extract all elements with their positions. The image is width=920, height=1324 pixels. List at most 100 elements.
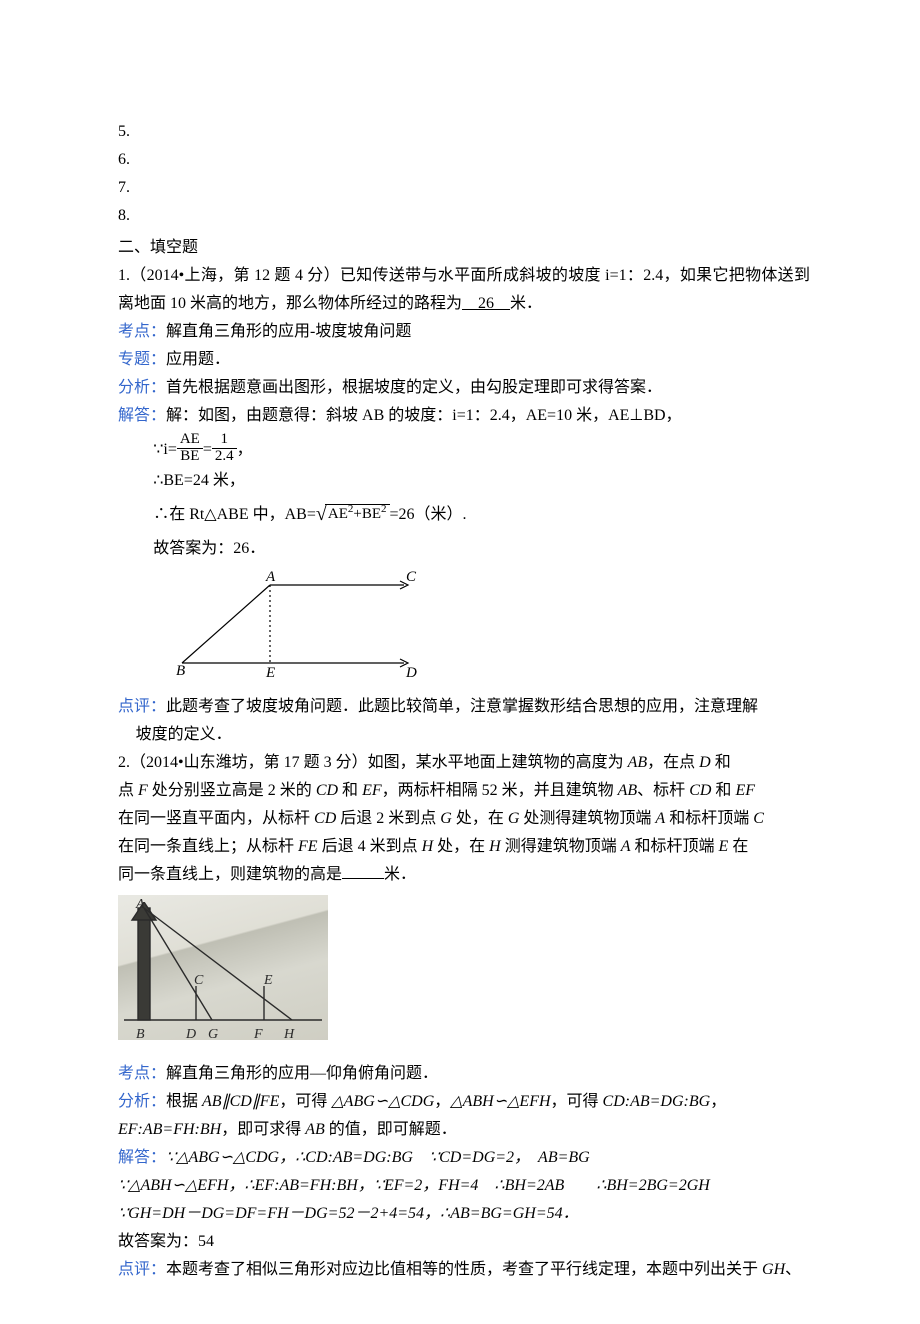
var-CD3: CD (314, 810, 336, 827)
p2-t3e: 和标杆顶端 (665, 810, 753, 827)
p2-t4b: 后退 4 米到点 (318, 838, 422, 855)
rad-b: +BE (353, 506, 381, 522)
p2-t5u: 米． (384, 866, 416, 883)
dp-gh: GH (762, 1261, 785, 1278)
p2-line5: 同一条直线上，则建筑物的高是 米． (118, 861, 810, 889)
var-FE: FE (298, 838, 318, 855)
rad-a: AE (328, 506, 348, 522)
fx2a: EF:AB=FH:BH (118, 1121, 221, 1138)
p1-zhuanti: 专题：应用题． (118, 346, 810, 374)
p1-answer: 26 (462, 295, 510, 312)
fx2ab: AB (305, 1121, 325, 1138)
var-CD2: CD (689, 782, 711, 799)
var-A2: A (621, 838, 631, 855)
frac-num: AE (177, 432, 203, 449)
p2-dianping-label: 点评： (118, 1261, 166, 1278)
p1-fenxi: 分析：首先根据题意画出图形，根据坡度的定义，由勾股定理即可求得答案． (118, 374, 810, 402)
p2-kaodian: 考点：解直角三角形的应用—仰角俯角问题． (118, 1060, 810, 1088)
var-G: G (440, 810, 452, 827)
label-B: B (176, 663, 185, 679)
p1-dianping: 点评：此题考查了坡度坡角问题．此题比较简单，注意掌握数形结合思想的应用，注意理解 (118, 693, 810, 721)
p1-dianping-2: 坡度的定义． (118, 721, 810, 749)
eq-mid: = (203, 441, 212, 458)
label-E: E (265, 665, 275, 679)
p2-image: A B C D G E F H (118, 895, 328, 1040)
fx-e2: △ABG∽△CDG (331, 1093, 434, 1110)
p2-t3c: 处，在 (452, 810, 508, 827)
lab-E: E (264, 969, 273, 994)
fx-e1: AB∥CD∥FE (202, 1093, 279, 1110)
p1-rt-line: ∴在 Rt△ABE 中，AB=√AE2+BE2=26（米）. (118, 501, 810, 529)
fx2c: 的值，即可解题． (325, 1121, 457, 1138)
p2-jieda-1: 解答：∵△ABG∽△CDG，∴CD:AB=DG:BG ∵CD=DG=2， AB=… (118, 1144, 810, 1172)
fenxi-text: 首先根据题意画出图形，根据坡度的定义，由勾股定理即可求得答案． (166, 379, 662, 396)
var-CD: CD (316, 782, 338, 799)
fx-e3: △ABH∽△EFH (450, 1093, 550, 1110)
p2-t5: 同一条直线上，则建筑物的高是 (118, 866, 342, 883)
fenxi-label: 分析： (118, 379, 166, 396)
var-E: E (719, 838, 729, 855)
var-D: D (699, 754, 711, 771)
p2-t2d: ，两标杆相隔 52 米，并且建筑物 (382, 782, 618, 799)
p2-jieda-2: ∵△ABH∽△EFH，∴EF:AB=FH:BH，∵EF=2，FH=4 ∴BH=2… (118, 1172, 810, 1200)
var-F: F (138, 782, 148, 799)
p1-statement: 1.（2014•上海，第 12 题 4 分）已知传送带与水平面所成斜坡的坡度 i… (118, 262, 810, 318)
p2-dianping: 点评：本题考查了相似三角形对应边比值相等的性质，考查了平行线定理，本题中列出关于… (118, 1256, 810, 1284)
label-C: C (406, 569, 417, 585)
p2-jieda-label: 解答： (118, 1149, 166, 1166)
lab-A: A (136, 893, 145, 918)
frac-num2: 1 (212, 432, 237, 449)
fx1b: ，可得 (279, 1093, 331, 1110)
p1-eq-i: ∵i=AEBE=12.4， (118, 434, 810, 467)
fx-e4: CD:AB=DG:BG (603, 1093, 711, 1110)
eq-prefix: ∵i= (153, 441, 177, 458)
p2-line3: 在同一竖直平面内，从标杆 CD 后退 2 米到点 G 处，在 G 处测得建筑物顶… (118, 805, 810, 833)
p2-t4a: 在同一条直线上；从标杆 (118, 838, 298, 855)
lab-D: D (186, 1023, 196, 1048)
p2-fenxi-2: EF:AB=FH:BH，即可求得 AB 的值，即可解题． (118, 1116, 810, 1144)
var-G2: G (508, 810, 520, 827)
p2-t4c: 处，在 (433, 838, 489, 855)
p2-svg (124, 902, 322, 1028)
p2-t4f: 在 (728, 838, 748, 855)
jd1: ∵△ABG∽△CDG，∴CD:AB=DG:BG ∵CD=DG=2， AB=BG (166, 1149, 590, 1166)
fx1d: ，可得 (551, 1093, 603, 1110)
p1-final: 故答案为：26． (118, 535, 810, 563)
var-AB2: AB (618, 782, 638, 799)
zhuanti-label: 专题： (118, 351, 166, 368)
fx1a: 根据 (166, 1093, 202, 1110)
p2-t2c: 和 (338, 782, 362, 799)
jd2: ∵△ABH∽△EFH，∴EF:AB=FH:BH，∵EF=2，FH=4 ∴BH=2… (118, 1177, 710, 1194)
lab-G: G (208, 1023, 218, 1048)
p1-svg: A C B E D (174, 569, 434, 679)
p2-t1b: ，在点 (647, 754, 699, 771)
rt-prefix: ∴在 Rt△ABE 中，AB= (153, 506, 316, 523)
p2-t2f: 和 (711, 782, 735, 799)
p2-kaodian-text: 解直角三角形的应用—仰角俯角问题． (166, 1065, 438, 1082)
eq-suffix: ， (237, 441, 253, 458)
label-D: D (405, 665, 417, 679)
var-C: C (753, 810, 764, 827)
kaodian-label: 考点： (118, 323, 166, 340)
p2-dianping-text: 本题考查了相似三角形对应边比值相等的性质，考查了平行线定理，本题中列出关于 (166, 1261, 762, 1278)
fx2b: ，即可求得 (221, 1121, 305, 1138)
p1-figure: A C B E D (174, 569, 810, 689)
stub-6: 6. (118, 146, 810, 174)
p2-line1: 2.（2014•山东潍坊，第 17 题 3 分）如图，某水平地面上建筑物的高度为… (118, 749, 810, 777)
label-A: A (265, 569, 276, 585)
fx1c: ， (434, 1093, 450, 1110)
frac-den: BE (177, 449, 203, 465)
lab-C: C (194, 969, 203, 994)
var-EF: EF (362, 782, 382, 799)
p2-line4: 在同一条直线上；从标杆 FE 后退 4 米到点 H 处，在 H 测得建筑物顶端 … (118, 833, 810, 861)
p2-t2e: 、标杆 (637, 782, 689, 799)
stub-7: 7. (118, 174, 810, 202)
p2-t1c: 和 (711, 754, 731, 771)
var-AB: AB (628, 754, 648, 771)
var-A: A (655, 810, 665, 827)
lab-B: B (136, 1023, 145, 1048)
jieda-label: 解答： (118, 407, 166, 424)
var-H2: H (489, 838, 501, 855)
tower-rect (138, 908, 150, 1020)
p2-t1: 2.（2014•山东潍坊，第 17 题 3 分）如图，某水平地面上建筑物的高度为 (118, 754, 628, 771)
